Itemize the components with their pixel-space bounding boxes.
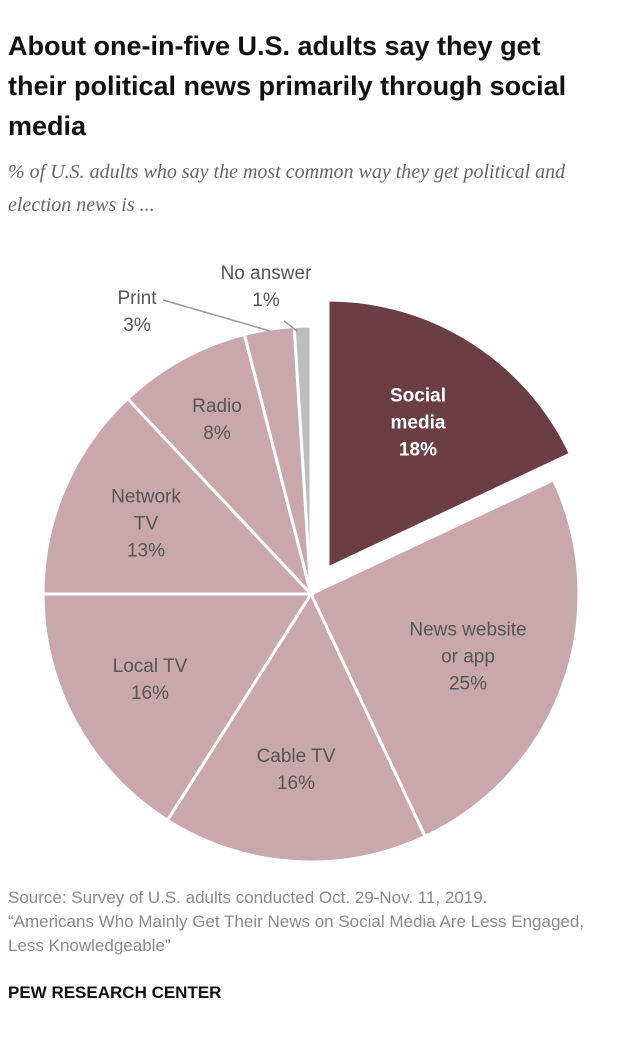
value-label: 16% [276,773,316,794]
pie-slice [292,324,313,595]
value-label: 16% [130,683,170,704]
slice-label: No answer 1% [201,260,331,314]
category-label: No answer [220,263,312,284]
value-label: 1% [252,290,280,311]
chart [41,298,581,864]
pie-slice [309,477,581,839]
slice-label: Cable TV 16% [241,743,351,797]
category-label: Social media [390,385,446,434]
source-note: “Americans Who Mainly Get Their News on … [8,912,585,955]
pie-slice [165,590,428,864]
pie-slice [326,298,573,571]
slice-label: Radio 8% [177,393,257,447]
leader-line [283,320,298,332]
category-label: News website or app [409,619,527,668]
leader-line [162,299,271,332]
category-label: Print [117,288,157,309]
slice-label: News website or app 25% [408,617,528,698]
slice-label: Network TV 13% [101,484,191,565]
source: Source: Survey of U.S. adults conducted … [8,886,608,958]
chart-title: About one-in-five U.S. adults say they g… [8,31,567,141]
value-label: 8% [203,423,231,444]
logo: PEW RESEARCH CENTER [8,983,222,1002]
source-text: Source: Survey of U.S. adults conducted … [8,888,488,907]
slice-label: Local TV 16% [100,653,200,707]
value-label: 3% [123,315,151,336]
pie-slice [125,332,313,596]
pie-slice [41,396,315,596]
slice-label: Social media 18% [373,383,463,464]
value-label: 25% [448,673,488,695]
slice-label: Print 3% [107,285,167,339]
value-label: 18% [398,439,438,461]
value-label: 13% [126,540,166,562]
pie-slice [41,592,314,823]
chart-subtitle: % of U.S. adults who say the most common… [8,161,566,216]
category-label: Network TV [111,486,181,535]
category-label: Cable TV [256,746,336,767]
category-label: Local TV [112,656,188,677]
category-label: Radio [192,396,242,417]
